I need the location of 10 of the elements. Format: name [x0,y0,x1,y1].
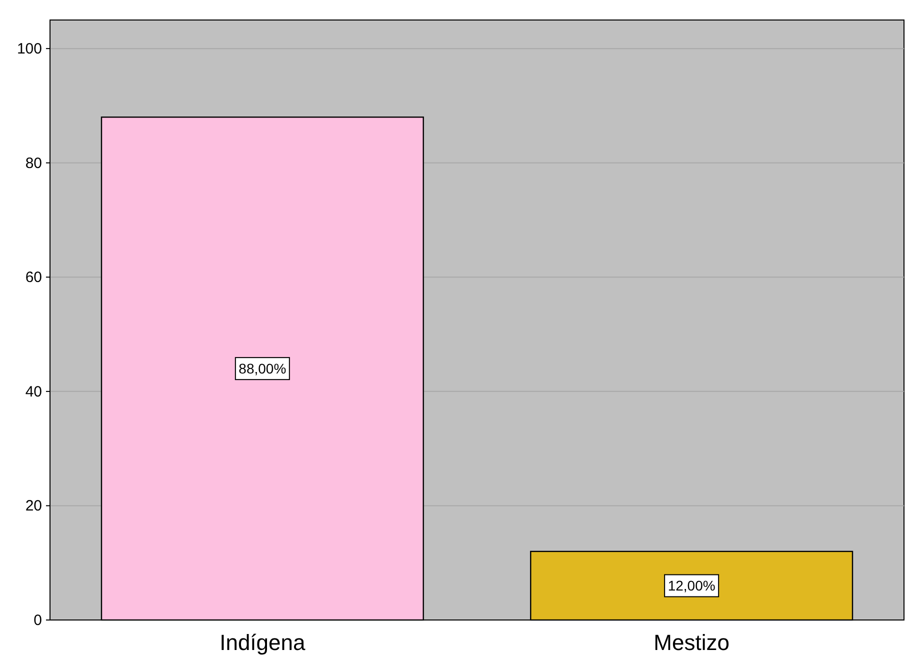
x-tick-label: Indígena [220,630,306,655]
y-tick-label: 40 [25,383,42,400]
y-tick-label: 80 [25,154,42,172]
x-tick-label: Mestizo [654,630,730,655]
y-tick-label: 100 [16,40,42,58]
data-label: 12,00% [668,578,716,594]
y-tick-label: 60 [25,269,42,286]
data-label: 88,00% [238,360,286,377]
y-tick-label: 0 [34,612,42,629]
y-tick-label: 20 [25,498,42,515]
